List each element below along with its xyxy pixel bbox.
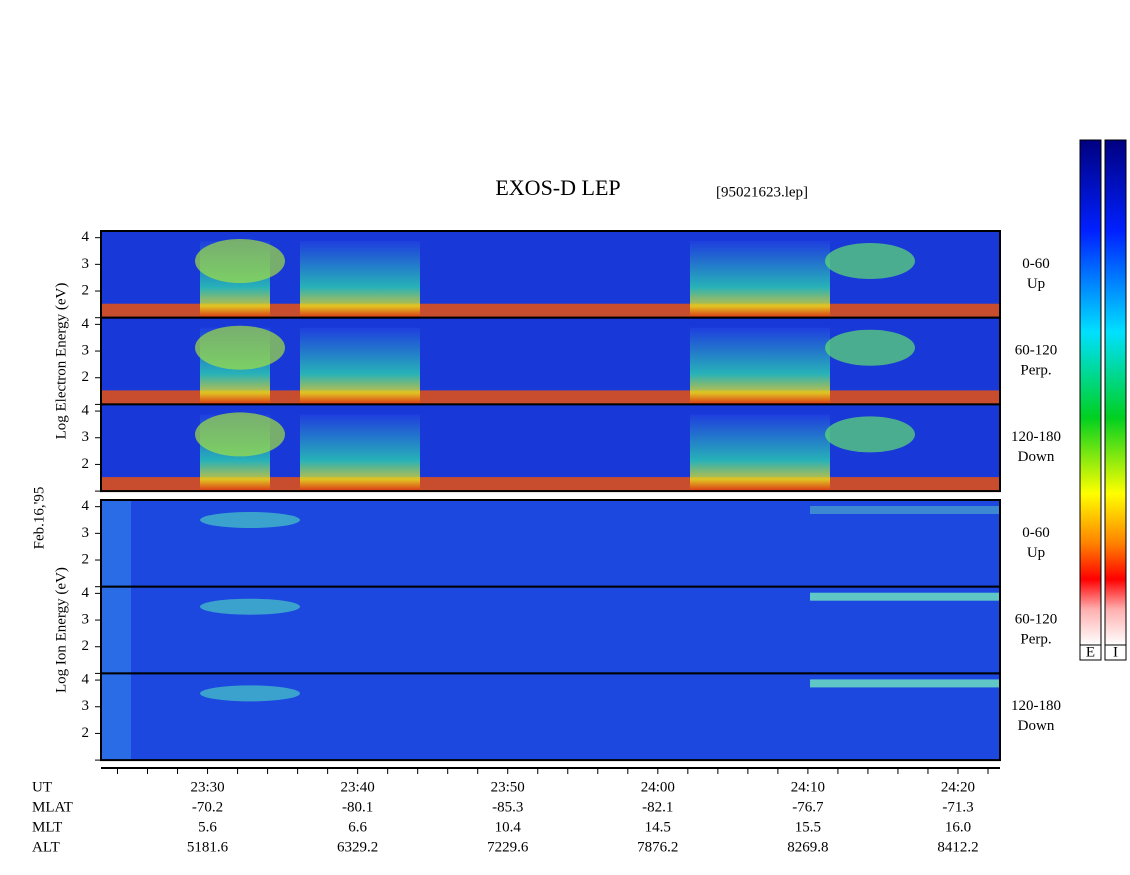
row-value: -70.2	[192, 799, 223, 815]
color-bar-label-box	[1104, 644, 1127, 661]
row-value: -82.1	[642, 799, 673, 815]
spectrogram-band	[101, 500, 131, 587]
y-tick-label: 4	[82, 498, 90, 514]
y-tick-label: 2	[82, 551, 90, 567]
row-value: 15.5	[795, 819, 821, 835]
spectrogram-band	[825, 329, 915, 366]
row-value: -80.1	[342, 799, 373, 815]
row-value: 8412.2	[937, 839, 978, 855]
y-tick-label: 2	[82, 725, 90, 741]
spectrogram-band	[200, 685, 300, 702]
panel-pitch-label: 60-120	[1015, 611, 1058, 627]
spectrogram-band	[200, 512, 300, 528]
x-tick-label: 24:00	[641, 779, 675, 795]
spectrogram-band	[300, 241, 420, 318]
row-value: 8269.8	[787, 839, 828, 855]
spectrogram-band	[810, 506, 1000, 514]
spectrogram-band	[690, 241, 830, 318]
y-tick-label: 3	[82, 698, 90, 714]
y-tick-label: 4	[82, 585, 90, 601]
row-name: MLT	[32, 819, 62, 835]
row-value: 16.0	[945, 819, 971, 835]
spectrogram-band	[810, 679, 1000, 688]
y-tick-label: 3	[82, 525, 90, 541]
row-value: 5.6	[198, 819, 217, 835]
y-tick-label: 4	[82, 229, 90, 245]
panel-pitch-label: 0-60	[1022, 525, 1050, 541]
y-tick-label: 2	[82, 282, 90, 298]
y-tick-label: 3	[82, 256, 90, 272]
spectrogram-band	[101, 586, 131, 674]
date-label: Feb.16,'95	[31, 487, 47, 550]
y-tick-label: 3	[82, 342, 90, 358]
row-value: -71.3	[942, 799, 973, 815]
color-bar	[1079, 139, 1102, 646]
panel-pitch-label: 120-180	[1011, 429, 1061, 445]
panel-direction-label: Down	[1018, 718, 1055, 734]
color-bar-label: E	[1086, 644, 1095, 660]
file-label: [95021623.lep]	[716, 184, 808, 200]
spectrogram-band	[810, 592, 1000, 601]
panel-direction-label: Down	[1018, 449, 1055, 465]
row-value: 14.5	[645, 819, 671, 835]
y-tick-label: 4	[82, 672, 90, 688]
y-tick-label: 2	[82, 369, 90, 385]
row-value: 5181.6	[187, 839, 229, 855]
x-tick-label: 23:50	[491, 779, 525, 795]
row-value: 6329.2	[337, 839, 378, 855]
x-tick-label: 24:20	[941, 779, 975, 795]
panel-frame	[100, 403, 1001, 493]
spectrogram-band	[195, 325, 285, 370]
spectrogram-band	[690, 327, 830, 405]
x-tick-label: 23:40	[341, 779, 375, 795]
color-bar-label-box	[1079, 644, 1102, 661]
panel-pitch-label: 0-60	[1022, 256, 1050, 272]
y-axis-label: Log Ion Energy (eV)	[53, 567, 69, 693]
color-bar-label: I	[1113, 644, 1118, 660]
color-bar	[1104, 139, 1127, 646]
row-value: 7876.2	[637, 839, 678, 855]
panel-frame	[100, 672, 1001, 762]
row-value: 10.4	[495, 819, 522, 835]
row-value: 7229.6	[487, 839, 529, 855]
spectrogram-band	[300, 327, 420, 405]
row-value: -76.7	[792, 799, 824, 815]
row-name: MLAT	[32, 799, 73, 815]
spectrogram-band	[690, 414, 830, 492]
y-tick-label: 2	[82, 456, 90, 472]
spectrogram-band	[195, 412, 285, 457]
spectrogram-band	[825, 416, 915, 453]
spectrogram-band	[101, 673, 131, 761]
x-tick-label: 23:30	[190, 779, 224, 795]
y-tick-label: 4	[82, 316, 90, 332]
panel-pitch-label: 60-120	[1015, 342, 1058, 358]
row-value: 6.6	[348, 819, 367, 835]
row-name: ALT	[32, 839, 60, 855]
y-axis-label: Log Electron Energy (eV)	[53, 283, 69, 440]
panel-pitch-label: 120-180	[1011, 698, 1061, 714]
x-tick-label: 24:10	[791, 779, 825, 795]
y-tick-label: 2	[82, 638, 90, 654]
spectrogram-band	[825, 243, 915, 279]
y-tick-label: 3	[82, 429, 90, 445]
panel-direction-label: Up	[1027, 545, 1045, 561]
panel-direction-label: Perp.	[1020, 631, 1051, 647]
row-value: -85.3	[492, 799, 523, 815]
spectrogram-band	[195, 239, 285, 283]
x-axis-label: UT	[32, 779, 52, 795]
chart-title: EXOS-D LEP	[495, 175, 620, 200]
y-tick-label: 3	[82, 611, 90, 627]
y-tick-label: 4	[82, 403, 90, 419]
spectrogram-band	[300, 414, 420, 492]
panel-direction-label: Perp.	[1020, 362, 1051, 378]
panel-direction-label: Up	[1027, 276, 1045, 292]
spectrogram-band	[200, 598, 300, 615]
